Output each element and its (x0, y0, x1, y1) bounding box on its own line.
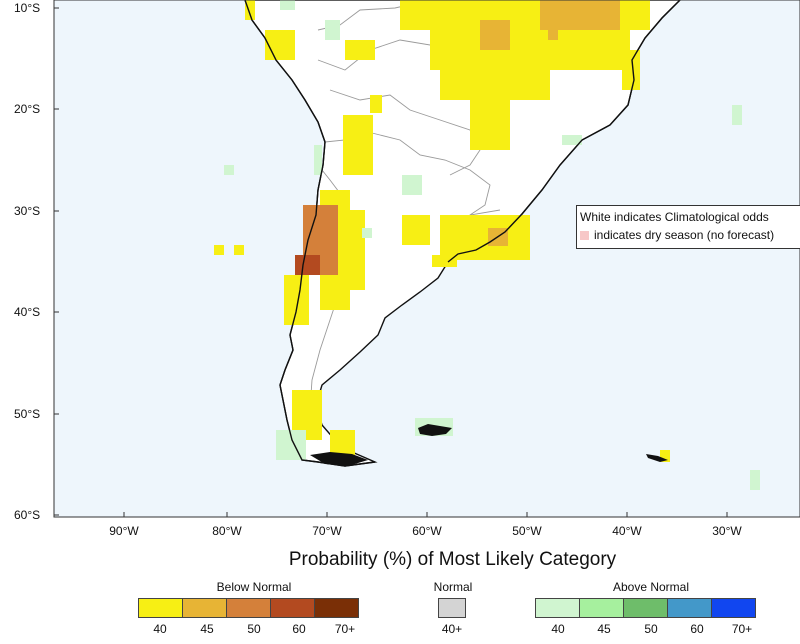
lon-label-90w: 90°W (109, 524, 139, 538)
south-georgia (646, 454, 668, 462)
falkland-islands (418, 424, 452, 436)
lat-label-10s: 10°S (14, 1, 41, 15)
dry-season-text: indicates dry season (no forecast) (594, 228, 775, 242)
climatology-note: White indicates Climatological odds indi… (576, 205, 800, 249)
above-swatch-45 (579, 598, 624, 618)
dry-season-swatch (580, 231, 589, 240)
legend-title: Probability (%) of Most Likely Category (288, 549, 617, 570)
above-tick-60: 60 (690, 622, 704, 636)
coastline (244, 0, 681, 467)
legend-above-title: Above Normal (612, 580, 690, 594)
legend-normal-swatches (438, 598, 466, 618)
note-line-dry-season: indicates dry season (no forecast) (580, 226, 800, 244)
lon-label-70w: 70°W (312, 524, 342, 538)
lon-label-40w: 40°W (612, 524, 642, 538)
axis-ticks (54, 7, 728, 517)
above-swatch-70 (711, 598, 756, 618)
above-tick-40: 40 (551, 622, 565, 636)
below-swatch-50 (226, 598, 271, 618)
below-tick-45: 45 (200, 622, 214, 636)
legend-below-swatches (138, 598, 359, 618)
normal-swatch (438, 598, 466, 618)
below-tick-40: 40 (153, 622, 167, 636)
lat-label-20s: 20°S (14, 102, 41, 116)
below-tick-70: 70+ (334, 622, 356, 636)
above-swatch-40 (535, 598, 580, 618)
below-swatch-40 (138, 598, 183, 618)
note-line-climatology: White indicates Climatological odds (580, 210, 769, 224)
below-tick-60: 60 (292, 622, 306, 636)
above-swatch-60 (667, 598, 712, 618)
lat-label-60s: 60°S (14, 508, 41, 522)
lat-label-50s: 50°S (14, 407, 41, 421)
legend-above-swatches (535, 598, 756, 618)
lon-label-50w: 50°W (512, 524, 542, 538)
lon-label-60w: 60°W (412, 524, 442, 538)
lon-label-30w: 30°W (712, 524, 742, 538)
below-tick-50: 50 (247, 622, 261, 636)
tierra-del-fuego (310, 452, 368, 466)
lat-label-40s: 40°S (14, 305, 41, 319)
legend-below-title: Below Normal (216, 580, 292, 594)
map-canvas (53, 0, 800, 518)
lon-label-80w: 80°W (212, 524, 242, 538)
above-tick-50: 50 (644, 622, 658, 636)
above-tick-45: 45 (597, 622, 611, 636)
below-swatch-70 (314, 598, 359, 618)
above-swatch-50 (623, 598, 668, 618)
legend-normal-title: Normal (433, 580, 473, 594)
above-tick-70: 70+ (731, 622, 753, 636)
below-swatch-45 (182, 598, 227, 618)
normal-tick: 40+ (441, 622, 463, 636)
below-swatch-60 (270, 598, 315, 618)
forecast-map: 10°S 20°S 30°S 40°S 50°S 60°S (14, 0, 800, 522)
lat-label-30s: 30°S (14, 204, 41, 218)
